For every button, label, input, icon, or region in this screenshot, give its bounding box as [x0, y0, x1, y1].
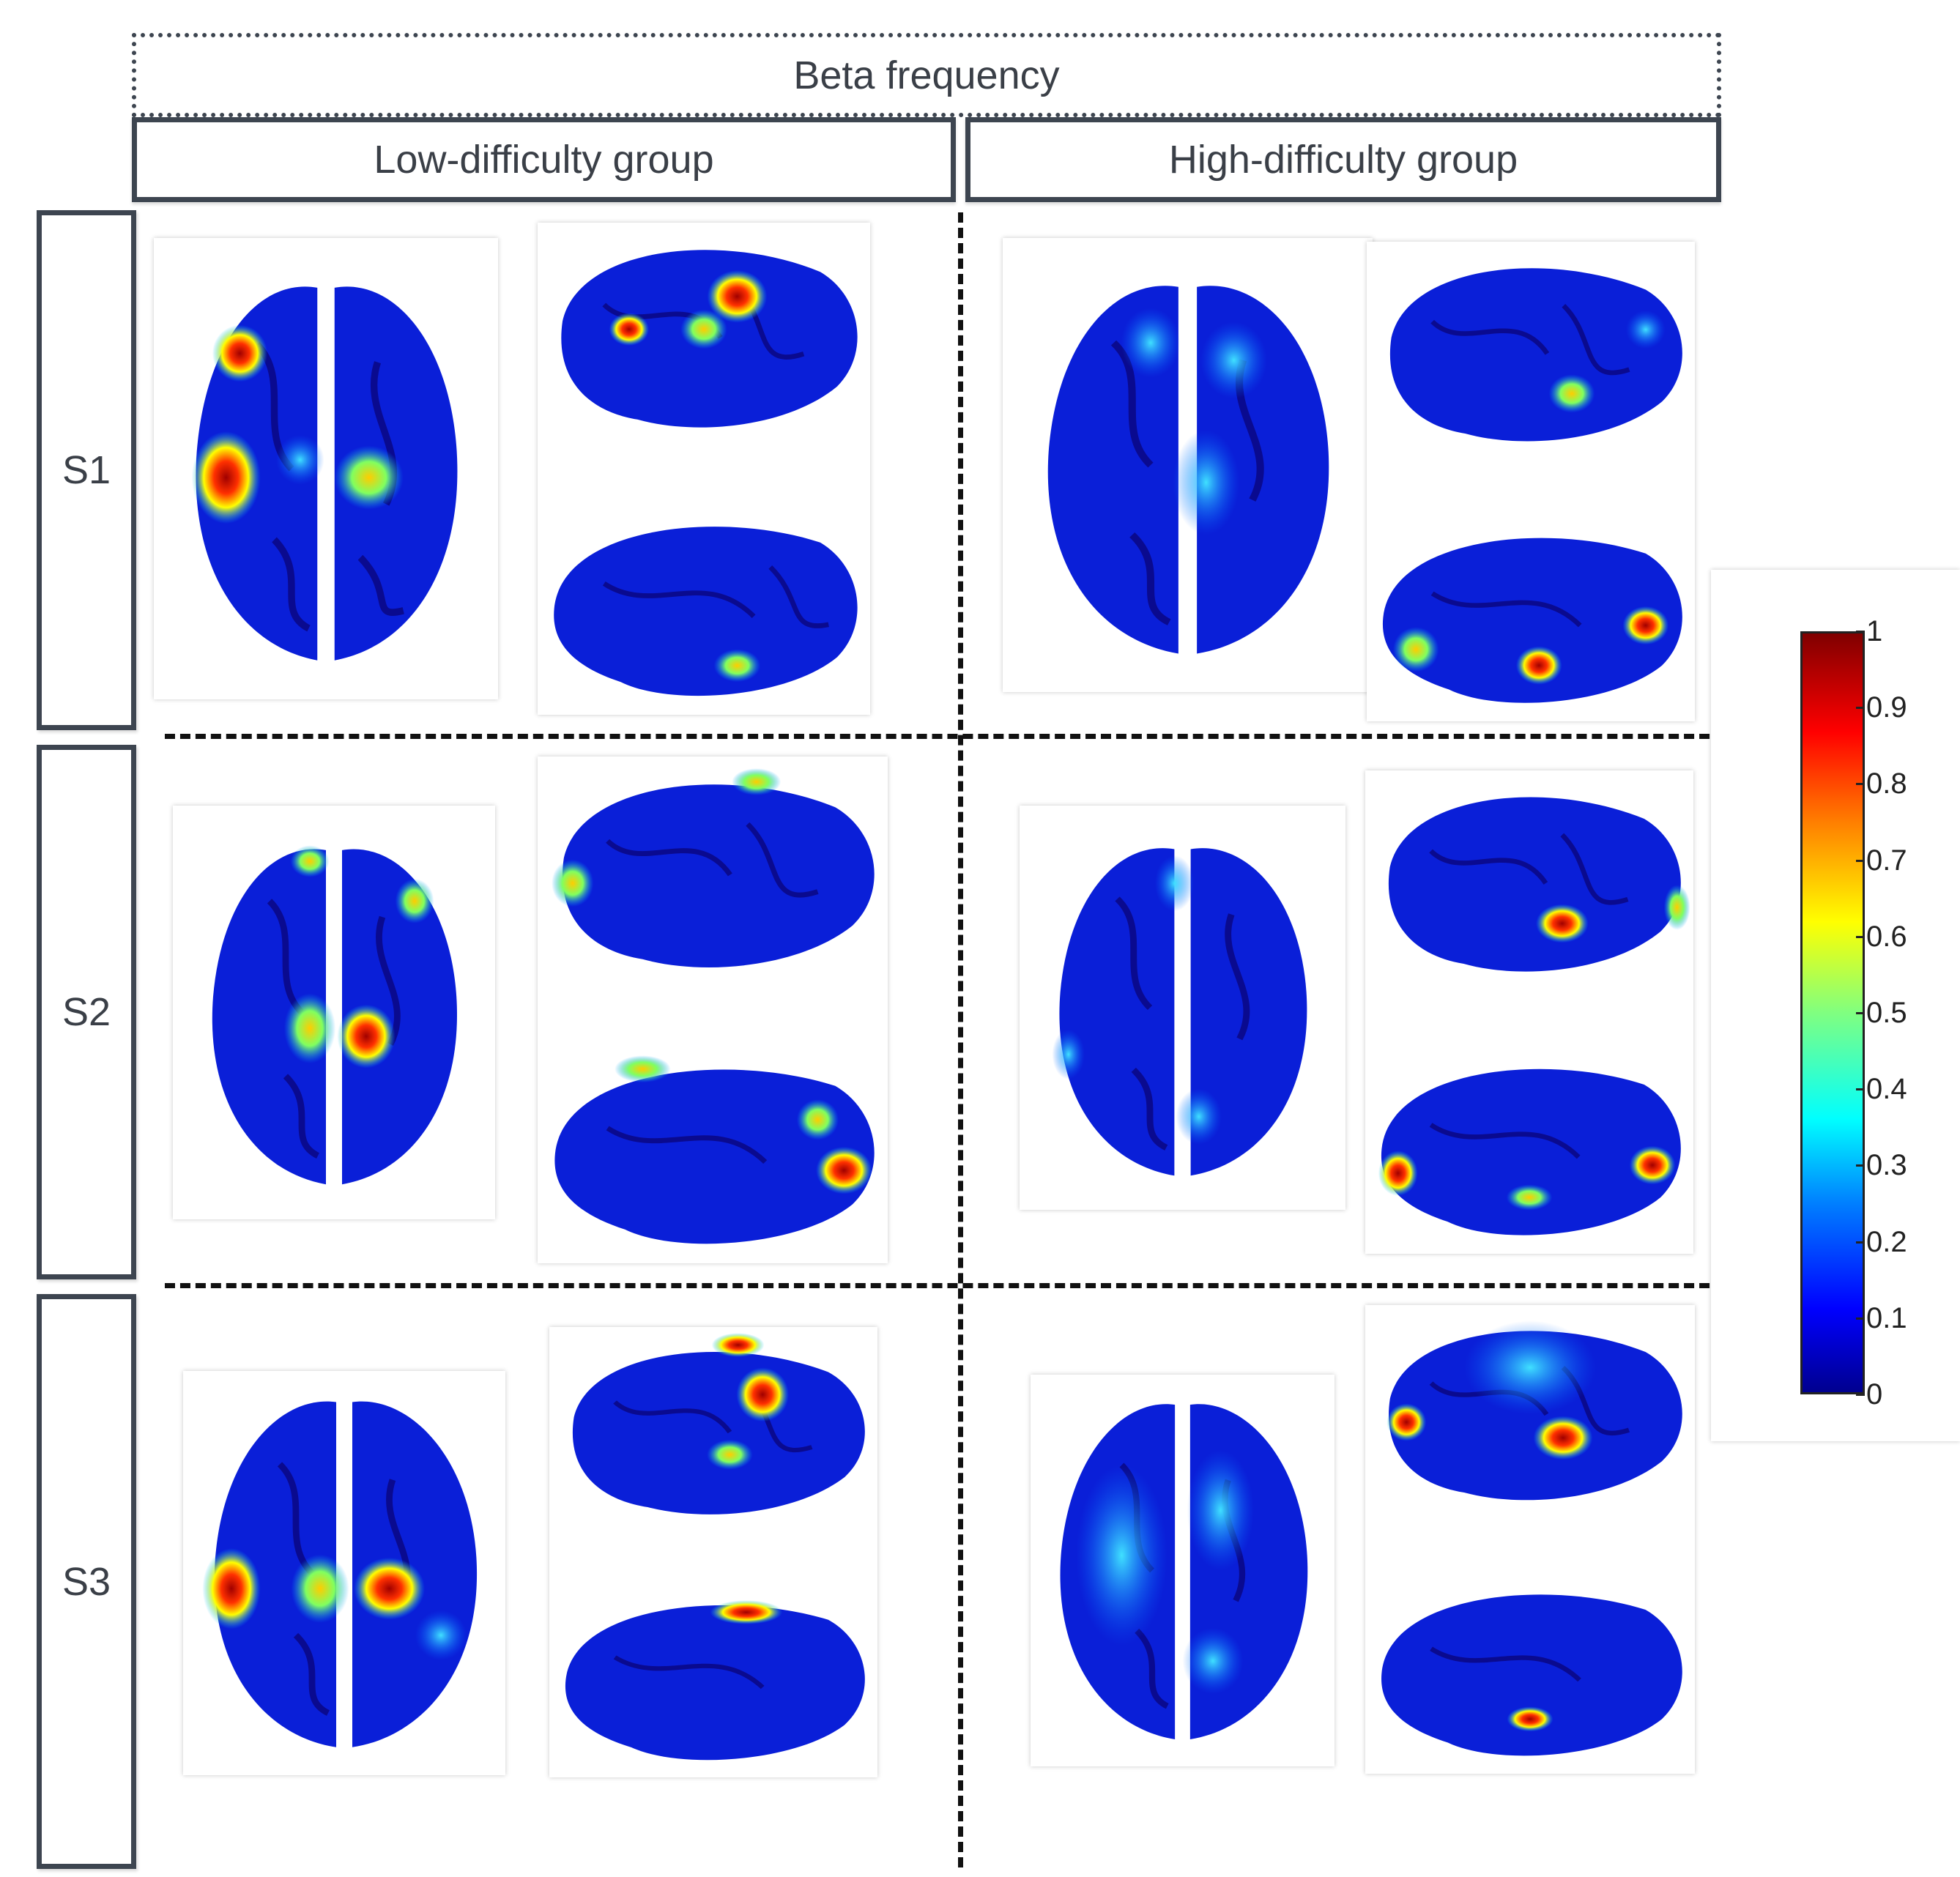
colorbar-tick	[1856, 1394, 1865, 1396]
brain-top-view	[183, 1371, 505, 1775]
colorbar-tick	[1856, 783, 1865, 786]
brain-top-view	[1020, 806, 1345, 1210]
colorbar-tick-label: 0.7	[1866, 844, 1907, 877]
colorbar	[1800, 631, 1865, 1394]
high-difficulty-group-header: High-difficulty group	[965, 117, 1721, 202]
brain-top-view	[154, 238, 498, 699]
colorbar-tick-label: 0.8	[1866, 767, 1907, 800]
low-difficulty-group-label: Low-difficulty group	[374, 138, 714, 182]
colorbar-tick	[1856, 1088, 1865, 1091]
colorbar-tick-label: 0.5	[1866, 997, 1907, 1029]
beta-frequency-label: Beta frequency	[793, 53, 1060, 97]
colorbar-tick	[1856, 935, 1865, 938]
colorbar-tick	[1856, 631, 1865, 633]
group-divider	[958, 212, 963, 1867]
colorbar-tick-label: 0	[1866, 1378, 1883, 1410]
colorbar-tick-label: 0.3	[1866, 1149, 1907, 1182]
row-label-s3: S3	[37, 1294, 136, 1869]
brain-lateral-view	[549, 1327, 877, 1777]
brain-lateral-view	[538, 223, 870, 715]
colorbar-tick	[1856, 1164, 1865, 1167]
colorbar-tick-label: 1	[1866, 615, 1883, 647]
brain-top-view	[1031, 1375, 1334, 1766]
high-difficulty-group-label: High-difficulty group	[1168, 138, 1518, 182]
colorbar-tick	[1856, 1317, 1865, 1320]
brain-lateral-view	[1365, 770, 1693, 1254]
colorbar-tick-label: 0.1	[1866, 1301, 1907, 1334]
row-label-s1: S1	[37, 210, 136, 730]
colorbar-tick-label: 0.4	[1866, 1073, 1907, 1106]
colorbar-tick-label: 0.9	[1866, 691, 1907, 724]
colorbar-tick-label: 0.2	[1866, 1225, 1907, 1258]
row-divider-1	[165, 734, 1725, 739]
brain-top-view	[173, 806, 495, 1219]
brain-lateral-view	[1367, 242, 1695, 721]
low-difficulty-group-header: Low-difficulty group	[132, 117, 956, 202]
colorbar-tick-label: 0.6	[1866, 920, 1907, 953]
brain-lateral-view	[1365, 1305, 1695, 1774]
colorbar-tick	[1856, 1012, 1865, 1014]
row-label-s2: S2	[37, 745, 136, 1279]
brain-top-view	[1003, 238, 1373, 692]
colorbar-tick	[1856, 859, 1865, 862]
colorbar-tick	[1856, 707, 1865, 710]
colorbar-tick	[1856, 1241, 1865, 1244]
beta-frequency-header: Beta frequency	[132, 33, 1721, 117]
colorbar-panel: 1 0.9 0.8 0.7 0.6 0.5 0.4 0.3 0.2 0.1 0	[1711, 570, 1960, 1441]
brain-lateral-view	[538, 757, 888, 1263]
row-divider-2	[165, 1283, 1725, 1288]
